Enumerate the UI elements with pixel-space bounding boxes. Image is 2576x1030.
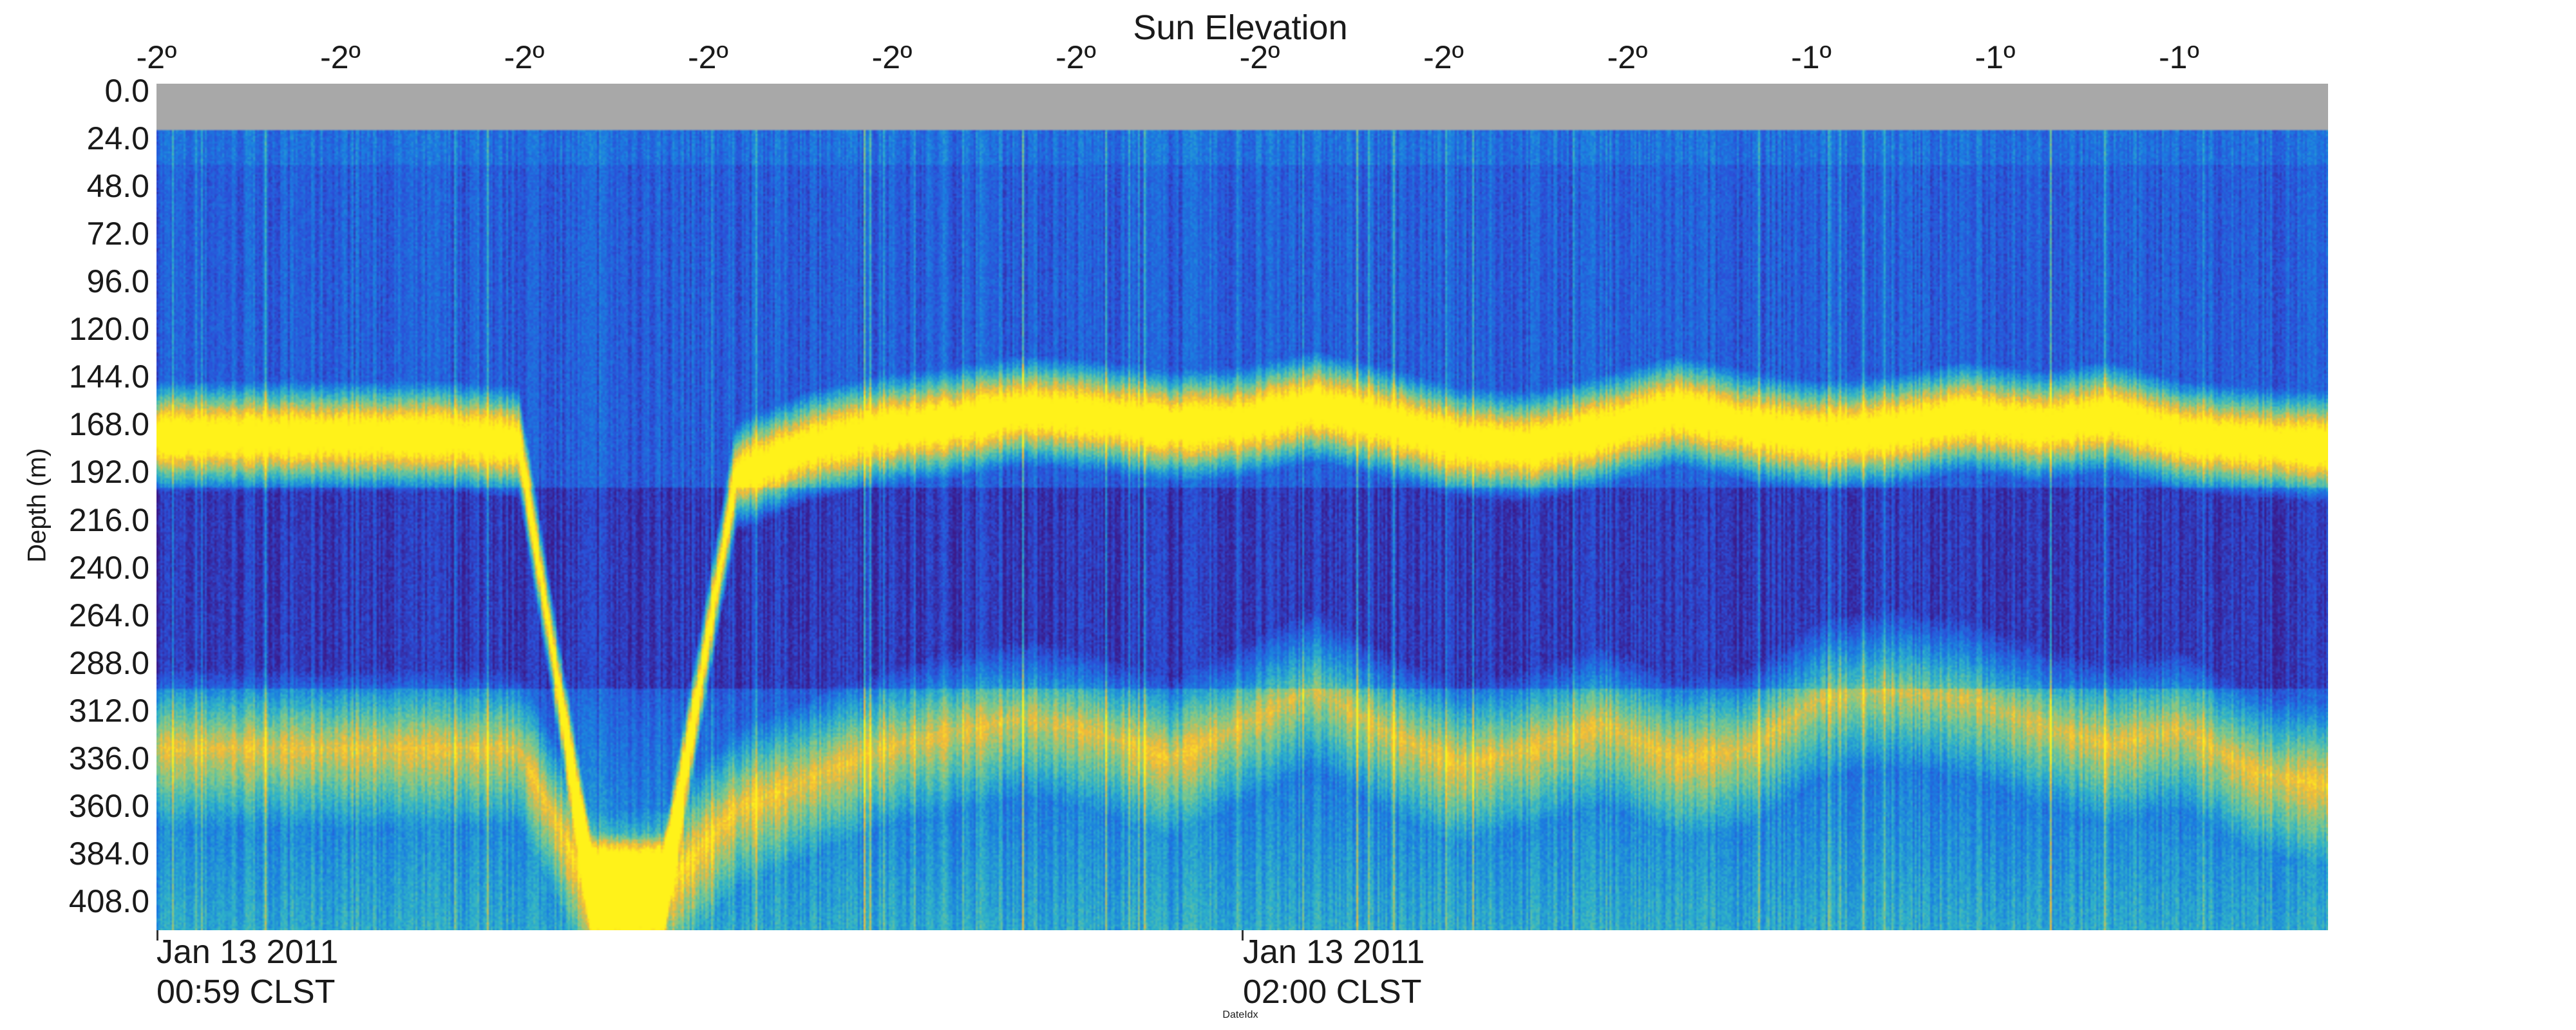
- sun-elevation-tick-4: -2º: [871, 39, 913, 75]
- depth-tick-9: 216.0: [68, 501, 149, 538]
- depth-tick-5: 120.0: [68, 311, 149, 348]
- sun-elevation-tick-8: -2º: [1607, 39, 1648, 75]
- echogram-heatmap: [156, 84, 2328, 930]
- sun-elevation-tick-9: -1º: [1791, 39, 1832, 75]
- depth-tick-10: 240.0: [68, 549, 149, 586]
- depth-tick-6: 144.0: [68, 359, 149, 395]
- chart-title: Sun Elevation: [1133, 8, 1348, 47]
- depth-tick-4: 96.0: [86, 263, 149, 300]
- sun-elevation-tick-6: -2º: [1239, 39, 1280, 75]
- sun-elevation-tick-1: -2º: [320, 39, 361, 75]
- x-date-label-1: Jan 13 2011 02:00 CLST: [1243, 933, 1425, 1011]
- sun-elevation-tick-5: -2º: [1056, 39, 1096, 75]
- depth-tick-13: 312.0: [68, 692, 149, 729]
- depth-tick-7: 168.0: [68, 406, 149, 443]
- depth-tick-8: 192.0: [68, 454, 149, 491]
- x-date-label-0: Jan 13 2011 00:59 CLST: [156, 933, 339, 1011]
- depth-tick-17: 408.0: [68, 883, 149, 919]
- x-tick-mark-0: [156, 930, 158, 941]
- depth-tick-16: 384.0: [68, 835, 149, 872]
- sun-elevation-tick-0: -2º: [136, 39, 177, 75]
- sun-elevation-tick-10: -1º: [1975, 39, 2016, 75]
- sun-elevation-tick-11: -1º: [2159, 39, 2199, 75]
- depth-tick-14: 336.0: [68, 740, 149, 776]
- depth-tick-1: 24.0: [86, 120, 149, 157]
- sun-elevation-tick-7: -2º: [1423, 39, 1464, 75]
- x-tick-mark-1: [1242, 930, 1244, 941]
- depth-tick-2: 48.0: [86, 168, 149, 205]
- depth-tick-0: 0.0: [104, 73, 149, 109]
- x-axis-label: DateIdx: [1222, 1009, 1258, 1020]
- depth-tick-12: 288.0: [68, 644, 149, 681]
- depth-tick-15: 360.0: [68, 787, 149, 824]
- sun-elevation-tick-3: -2º: [688, 39, 728, 75]
- sun-elevation-tick-2: -2º: [504, 39, 545, 75]
- depth-tick-11: 264.0: [68, 597, 149, 633]
- depth-tick-3: 72.0: [86, 216, 149, 252]
- y-axis-label: Depth (m): [23, 448, 52, 563]
